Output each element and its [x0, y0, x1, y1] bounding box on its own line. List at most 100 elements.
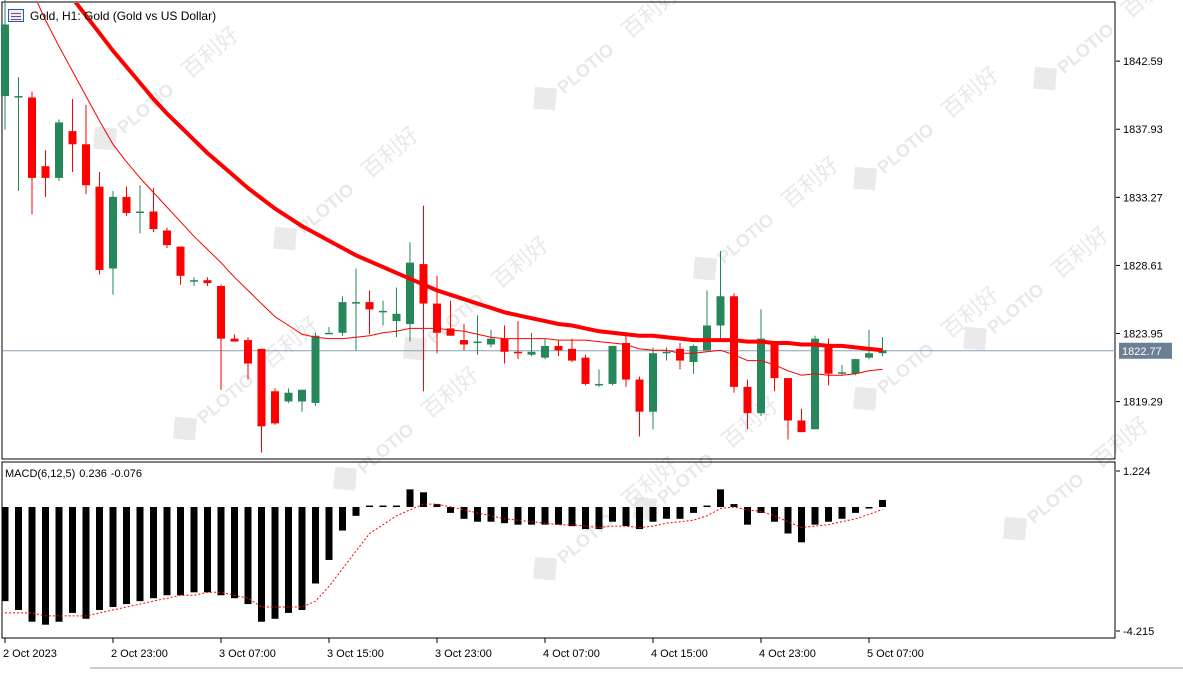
macd-bar: [825, 507, 832, 522]
candle: [28, 91, 36, 215]
candle-body: [568, 348, 576, 361]
time-axis[interactable]: 2 Oct 2023 2 Oct 23:00 3 Oct 07:00 3 Oct 15…: [3, 638, 924, 660]
macd-bar: [15, 507, 22, 610]
candle-body: [541, 345, 549, 358]
chart-title: Gold, H1: Gold (Gold vs US Dollar): [30, 9, 217, 23]
macd-bar: [190, 507, 198, 593]
macd-bar: [703, 505, 711, 508]
candle: [608, 345, 617, 386]
macd-bar: [649, 507, 657, 522]
macd-signal-line: [5, 503, 883, 617]
macd-bar: [177, 507, 184, 596]
candle-body: [838, 372, 846, 374]
chart-menu-icon[interactable]: [8, 9, 24, 22]
candle: [797, 408, 806, 433]
macd-bar: [258, 507, 265, 622]
macd-bar: [55, 507, 63, 622]
candle-body: [230, 338, 239, 342]
macd-bar: [622, 507, 630, 527]
candle: [14, 77, 23, 192]
candle-body: [271, 391, 279, 424]
macd-axis[interactable]: 1.224 -4.215: [1116, 466, 1154, 638]
price-tick-label: 1819.29: [1123, 397, 1163, 409]
candle: [109, 191, 117, 295]
candle-body: [649, 353, 657, 412]
candle: [271, 388, 279, 425]
macd-bar: [798, 507, 805, 543]
candle: [338, 296, 347, 336]
candle: [784, 378, 792, 440]
macd-bar: [852, 507, 859, 513]
macd-bar: [244, 507, 252, 605]
macd-bar: [771, 507, 778, 522]
candle: [541, 338, 549, 360]
macd-bar: [150, 507, 157, 599]
macd-bar: [609, 507, 616, 522]
candle-body: [257, 348, 266, 427]
candle-body: [446, 328, 455, 336]
watermark-chinese: 百利好: [357, 122, 424, 184]
candle: [487, 329, 495, 348]
candle-body: [554, 345, 563, 351]
watermark-chinese: 百利好: [487, 232, 554, 294]
macd-bar: [420, 492, 427, 508]
candle: [419, 205, 428, 392]
candle-body: [797, 420, 806, 433]
time-tick-label: 5 Oct 07:00: [867, 648, 924, 660]
watermark-chinese: 百利好: [177, 22, 244, 84]
watermark-logo-icon: [273, 226, 297, 251]
macd-bar: [568, 507, 576, 527]
time-tick-label: 2 Oct 23:00: [111, 648, 168, 660]
moving-averages: [37, 3, 883, 376]
macd-bar: [757, 507, 765, 513]
candle-body: [514, 351, 522, 354]
watermark-chinese: 百利好: [1047, 222, 1114, 284]
time-tick-label: 3 Oct 07:00: [219, 648, 276, 660]
price-axis[interactable]: 1842.59 1837.93 1833.27 1828.61 1823.95 1819.…: [1116, 56, 1172, 409]
macd-tick-label: -4.215: [1123, 626, 1154, 638]
watermark-chinese: 百利好: [777, 152, 844, 214]
watermark-logo-icon: [1033, 66, 1057, 91]
watermark-logo-icon: [93, 126, 117, 151]
candle-body: [311, 335, 320, 403]
macd-bar: [352, 507, 360, 516]
candle-body: [716, 296, 725, 326]
candle-body: [581, 357, 590, 384]
candle-body: [527, 351, 536, 355]
candle: [865, 329, 873, 360]
macd-bar: [676, 507, 684, 519]
macd-bar: [109, 507, 117, 608]
candle-body: [379, 310, 387, 313]
macd-bar: [393, 505, 400, 508]
macd-legend-name: MACD(6,12,5): [5, 468, 76, 480]
candle-body: [703, 325, 711, 351]
macd-bar: [744, 507, 751, 525]
macd-bar: [474, 507, 481, 522]
macd-legend: MACD(6,12,5) 0.236 -0.076: [5, 468, 146, 480]
candle: [878, 337, 887, 357]
candle-body: [433, 303, 441, 333]
candle-body: [392, 313, 401, 322]
candle: [55, 119, 63, 181]
macd-bar: [163, 507, 171, 596]
macd-bar: [1, 507, 9, 602]
candle: [676, 343, 684, 370]
macd-bar: [433, 504, 441, 508]
candle: [176, 246, 185, 285]
candle: [244, 337, 252, 380]
macd-bar: [636, 507, 643, 530]
watermark-brand: PLOTIO: [554, 39, 618, 97]
macd-bar: [582, 507, 589, 530]
time-tick-label: 3 Oct 23:00: [435, 648, 492, 660]
macd-bar: [136, 507, 144, 602]
candle: [325, 326, 333, 335]
candle-body: [811, 338, 819, 430]
candle-body: [635, 379, 644, 412]
candle: [527, 332, 536, 357]
watermark: PLOTIO百利好PLOTIO百利好PLOTIO百利好PLOTIO百利好PLOT…: [93, 0, 1183, 581]
candle-body: [55, 122, 63, 178]
candle: [757, 309, 765, 417]
